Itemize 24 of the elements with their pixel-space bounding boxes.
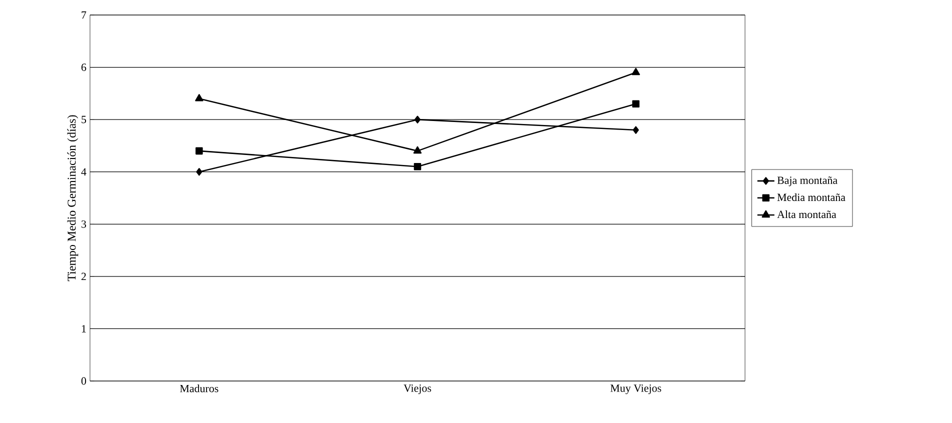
y-tick-label: 2 (81, 272, 86, 280)
point (414, 162, 422, 170)
point (632, 68, 640, 76)
point (413, 146, 422, 154)
point (195, 94, 204, 102)
y-tick-label: 4 (81, 168, 86, 176)
x-tick-label: Viejos (404, 384, 432, 394)
y-tick-label: 1 (82, 325, 86, 332)
x-tick-label: Muy Viejos (610, 384, 662, 394)
x-tick-label: Maduros (180, 384, 218, 392)
y-tick-label: 3 (82, 220, 86, 228)
legend-label: Alta montaña (777, 210, 836, 218)
y-tick-label: 0 (81, 377, 86, 385)
y-tick-label: 7 (82, 11, 86, 19)
y-tick-label: 6 (81, 64, 86, 71)
legend-label: Baja montaña (777, 176, 838, 186)
legend-label: Media montaña (777, 193, 846, 202)
point (196, 147, 203, 155)
y-tick-label: 5 (82, 116, 86, 124)
point (414, 116, 421, 124)
point (196, 168, 202, 176)
point (632, 126, 639, 134)
y-axis-title: Tiempo Medio Germinación (días) (67, 115, 78, 282)
point (632, 100, 640, 108)
